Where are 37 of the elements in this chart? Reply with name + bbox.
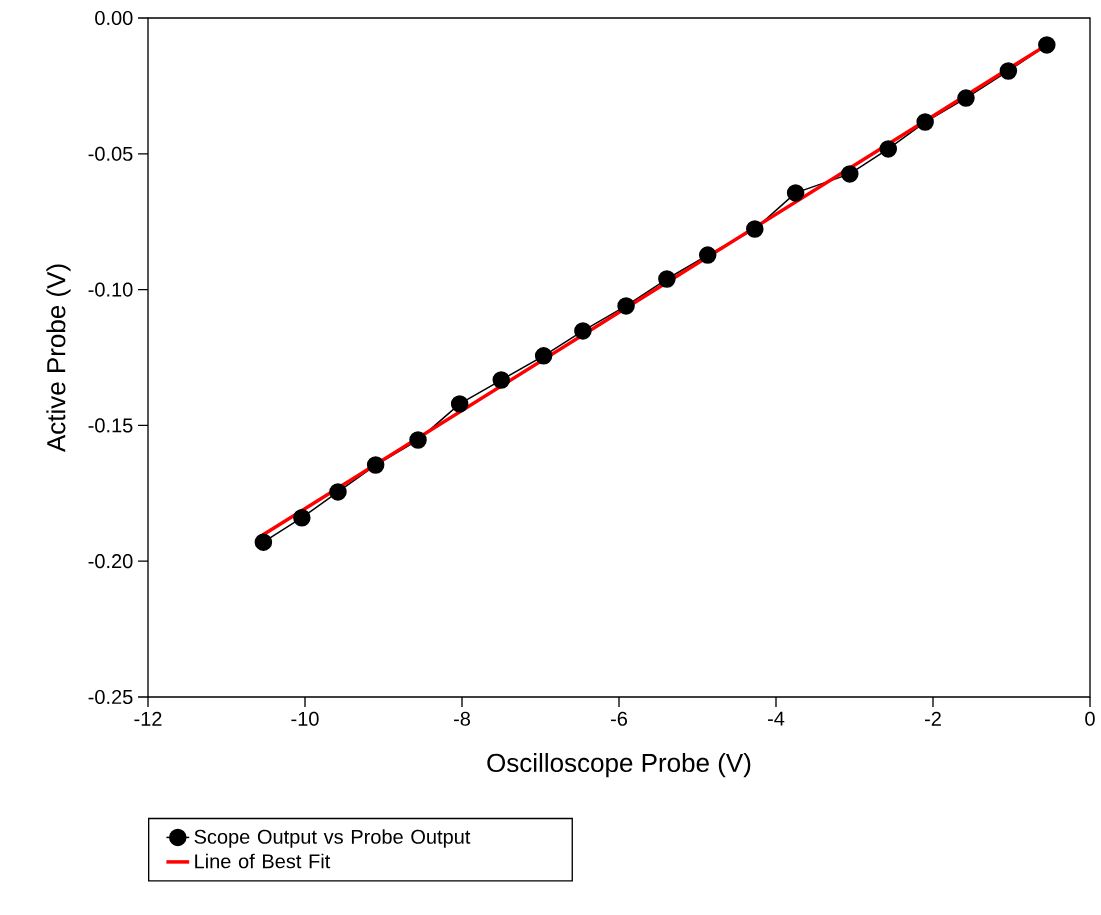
point	[916, 113, 934, 131]
point	[293, 508, 311, 527]
point	[574, 322, 592, 340]
point	[999, 62, 1018, 80]
point	[1038, 36, 1056, 54]
y-tick-label: -0.25	[88, 689, 133, 705]
point	[957, 89, 975, 107]
point	[409, 431, 427, 449]
y-tick-label: -0.15	[88, 418, 133, 433]
point	[841, 165, 859, 183]
point	[746, 220, 764, 238]
y-tick-label: -0.20	[88, 554, 133, 569]
point	[254, 533, 273, 551]
point	[786, 184, 805, 202]
y-tick-label: -0.10	[88, 282, 133, 297]
point	[658, 270, 676, 288]
x-tick-label: -2	[924, 711, 941, 726]
point	[534, 347, 553, 365]
x-tick-label: -6	[610, 711, 628, 726]
x-tick-label: -4	[767, 711, 785, 726]
point	[329, 483, 347, 501]
y-tick-label: 0.00	[95, 10, 133, 26]
point	[879, 140, 897, 158]
point	[366, 456, 385, 474]
x-tick-label: -8	[453, 711, 471, 726]
point	[450, 395, 469, 413]
y-axis-title: Active Probe (V)	[46, 264, 71, 453]
point	[492, 371, 510, 389]
x-tick-label: -10	[291, 711, 319, 726]
legend-label: Line of Best Fit	[195, 853, 331, 869]
point	[698, 246, 717, 264]
point	[617, 297, 635, 315]
y-tick-label: -0.05	[88, 146, 133, 161]
x-axis-title: Oscilloscope Probe (V)	[487, 753, 751, 778]
x-tick-label: 0	[1085, 711, 1095, 726]
legend-label: Scope Output vs Probe Output	[194, 829, 471, 848]
x-tick-label: -12	[134, 711, 162, 726]
